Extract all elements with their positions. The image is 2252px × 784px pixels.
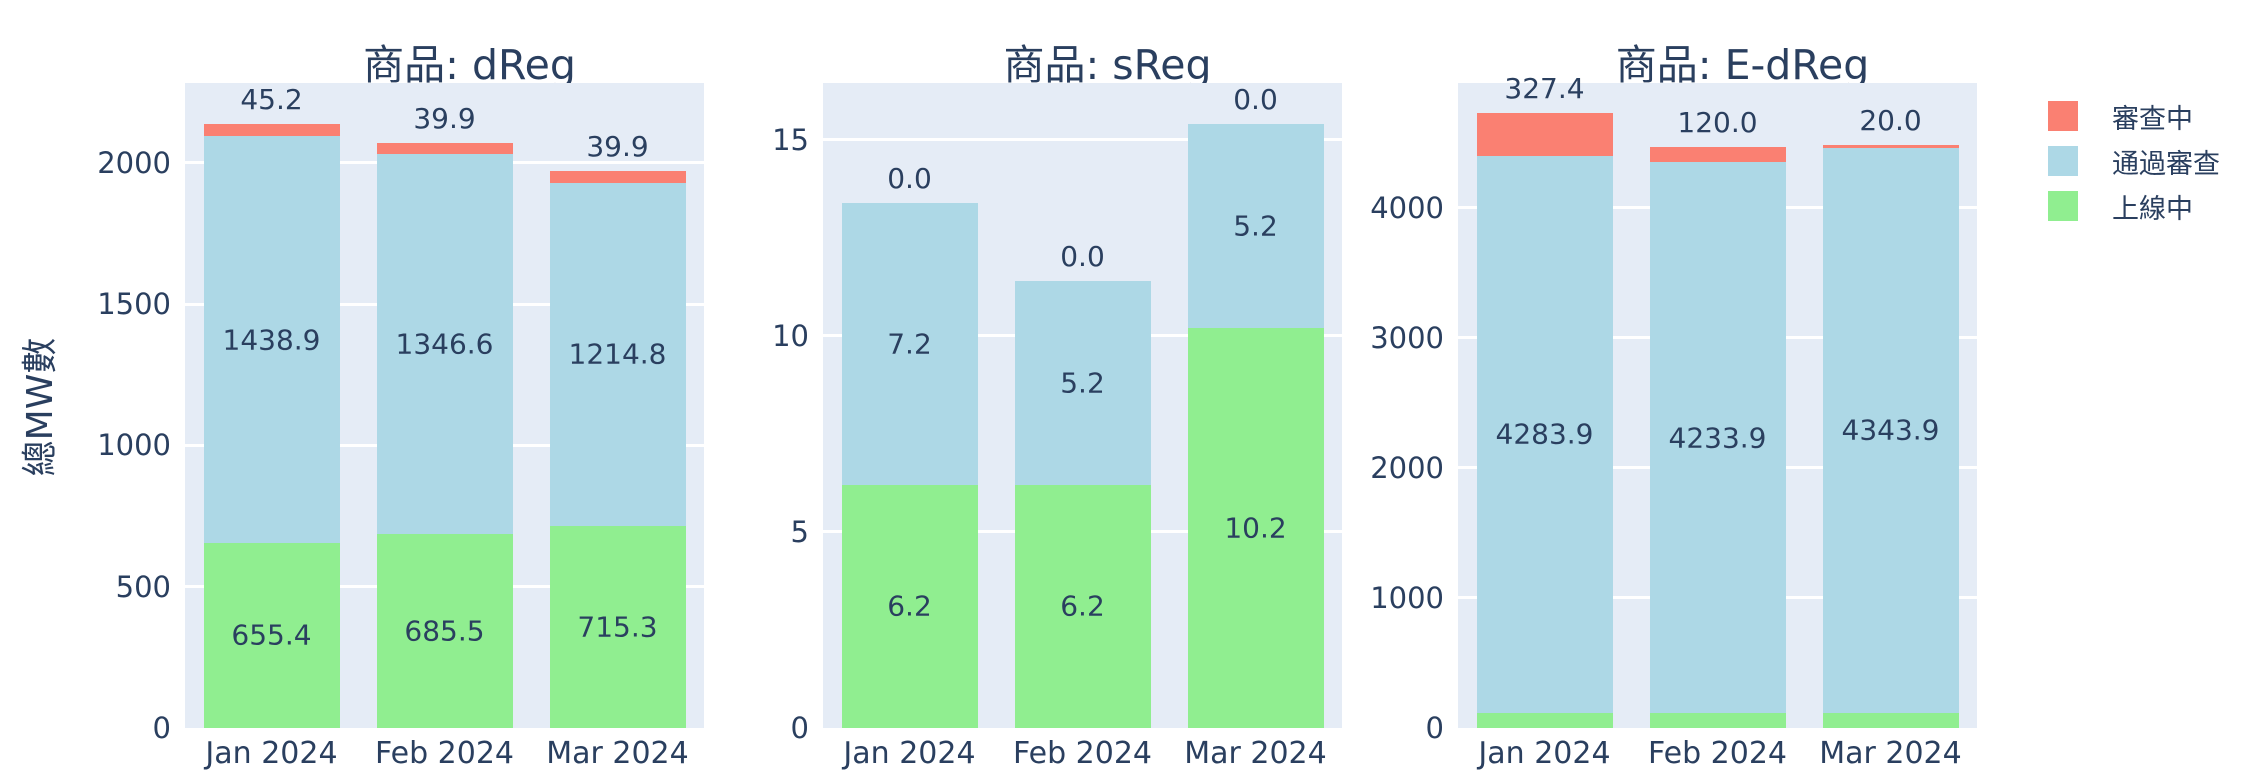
bar-value-label: 6.2 [887, 589, 932, 623]
y-tick-label: 1000 [1370, 580, 1444, 615]
y-tick-label: 1500 [97, 287, 171, 322]
y-tick-label: 2000 [97, 145, 171, 180]
legend-label: 上線中 [2112, 193, 2193, 225]
bar-value-label: 327.4 [1504, 72, 1585, 106]
bar-segment-online [841, 484, 978, 728]
bar-segment-passed [203, 136, 340, 543]
y-tick-label: 10 [772, 318, 809, 353]
subplot-title: 商品: sReg [1003, 41, 1212, 89]
y-tick-label: 3000 [1370, 320, 1444, 355]
bar-value-label: 4233.9 [1668, 421, 1767, 455]
y-tick-label: 500 [115, 569, 171, 604]
bar-value-label: 45.2 [240, 82, 303, 116]
bar-value-label: 120.0 [1677, 105, 1758, 139]
bar-value-label: 655.4 [231, 618, 312, 652]
x-tick-label: Mar 2024 [1819, 736, 1962, 771]
x-tick-label: Jan 2024 [843, 736, 976, 771]
bar-segment-passed [549, 182, 686, 526]
bar-value-label: 39.9 [413, 101, 476, 135]
y-tick-label: 2000 [1370, 450, 1444, 485]
y-tick-label: 0 [1425, 711, 1444, 745]
bar-value-label: 5.2 [1233, 209, 1278, 243]
bar-segment-passed [1822, 148, 1959, 713]
y-tick-label: 15 [772, 122, 809, 157]
legend-item-reviewing[interactable]: 審查中 [2048, 101, 2220, 135]
bar-value-label: 5.2 [1060, 366, 1105, 400]
y-tick-label: 1000 [97, 428, 171, 463]
legend-item-passed[interactable]: 通過審查 [2048, 146, 2220, 180]
bar-value-label: 4343.9 [1841, 413, 1940, 447]
bar-segment-passed [1014, 281, 1151, 485]
bar-value-label: 0.0 [1060, 240, 1105, 273]
bar-segment-online [1822, 712, 1959, 728]
bar-value-label: 715.3 [577, 610, 658, 644]
bar-value-label: 10.2 [1224, 511, 1287, 545]
bar-value-label: 1346.6 [395, 327, 494, 361]
bar-segment-online [1187, 328, 1324, 728]
y-tick-label: 0 [790, 711, 809, 745]
bar-segment-reviewing [1476, 113, 1613, 156]
subplot-title: 商品: dReg [363, 41, 576, 89]
bar-segment-online [1476, 712, 1613, 728]
bar-segment-online [203, 542, 340, 728]
bar-value-label: 7.2 [887, 327, 932, 361]
bar-value-label: 4283.9 [1495, 417, 1594, 451]
legend-swatch-reviewing [2048, 101, 2078, 131]
legend: 審查中通過審查上線中 [2048, 101, 2220, 236]
legend-label: 審查中 [2112, 103, 2193, 135]
y-tick-label: 0 [152, 711, 171, 745]
y-tick-label: 5 [790, 514, 809, 549]
x-tick-label: Jan 2024 [205, 736, 338, 771]
x-tick-label: Feb 2024 [1648, 736, 1787, 771]
bar-value-label: 1214.8 [568, 337, 667, 371]
bar-segment-passed [1187, 124, 1324, 329]
bar-segment-reviewing [1649, 146, 1786, 163]
bar-segment-online [1649, 712, 1786, 728]
bar-segment-reviewing [549, 171, 686, 183]
bar-segment-reviewing [203, 123, 340, 137]
legend-swatch-passed [2048, 146, 2078, 176]
bar-segment-passed [841, 202, 978, 485]
bar-segment-passed [1476, 155, 1613, 713]
bar-segment-reviewing [1822, 145, 1959, 149]
bar-value-label: 6.2 [1060, 589, 1105, 623]
legend-label: 通過審查 [2112, 148, 2220, 180]
x-tick-label: Mar 2024 [546, 736, 689, 771]
y-tick-label: 4000 [1370, 190, 1444, 225]
x-tick-label: Feb 2024 [375, 736, 514, 771]
bar-segment-passed [376, 153, 513, 535]
bar-value-label: 0.0 [1233, 83, 1278, 117]
bar-segment-online [1014, 484, 1151, 728]
x-tick-label: Jan 2024 [1478, 736, 1611, 771]
bar-value-label: 1438.9 [222, 323, 321, 357]
bar-value-label: 39.9 [586, 130, 649, 164]
bar-value-label: 685.5 [404, 614, 485, 648]
x-tick-label: Feb 2024 [1013, 736, 1152, 771]
bar-segment-reviewing [376, 142, 513, 154]
bar-segment-passed [1649, 162, 1786, 713]
bar-value-label: 20.0 [1859, 104, 1922, 138]
bar-value-label: 0.0 [887, 161, 932, 195]
gridline [823, 138, 1342, 142]
bar-segment-online [549, 525, 686, 728]
x-tick-label: Mar 2024 [1184, 736, 1327, 771]
subplot-title: 商品: E-dReg [1615, 41, 1870, 89]
legend-swatch-online [2048, 191, 2078, 221]
bar-segment-online [376, 534, 513, 728]
legend-item-online[interactable]: 上線中 [2048, 191, 2220, 225]
